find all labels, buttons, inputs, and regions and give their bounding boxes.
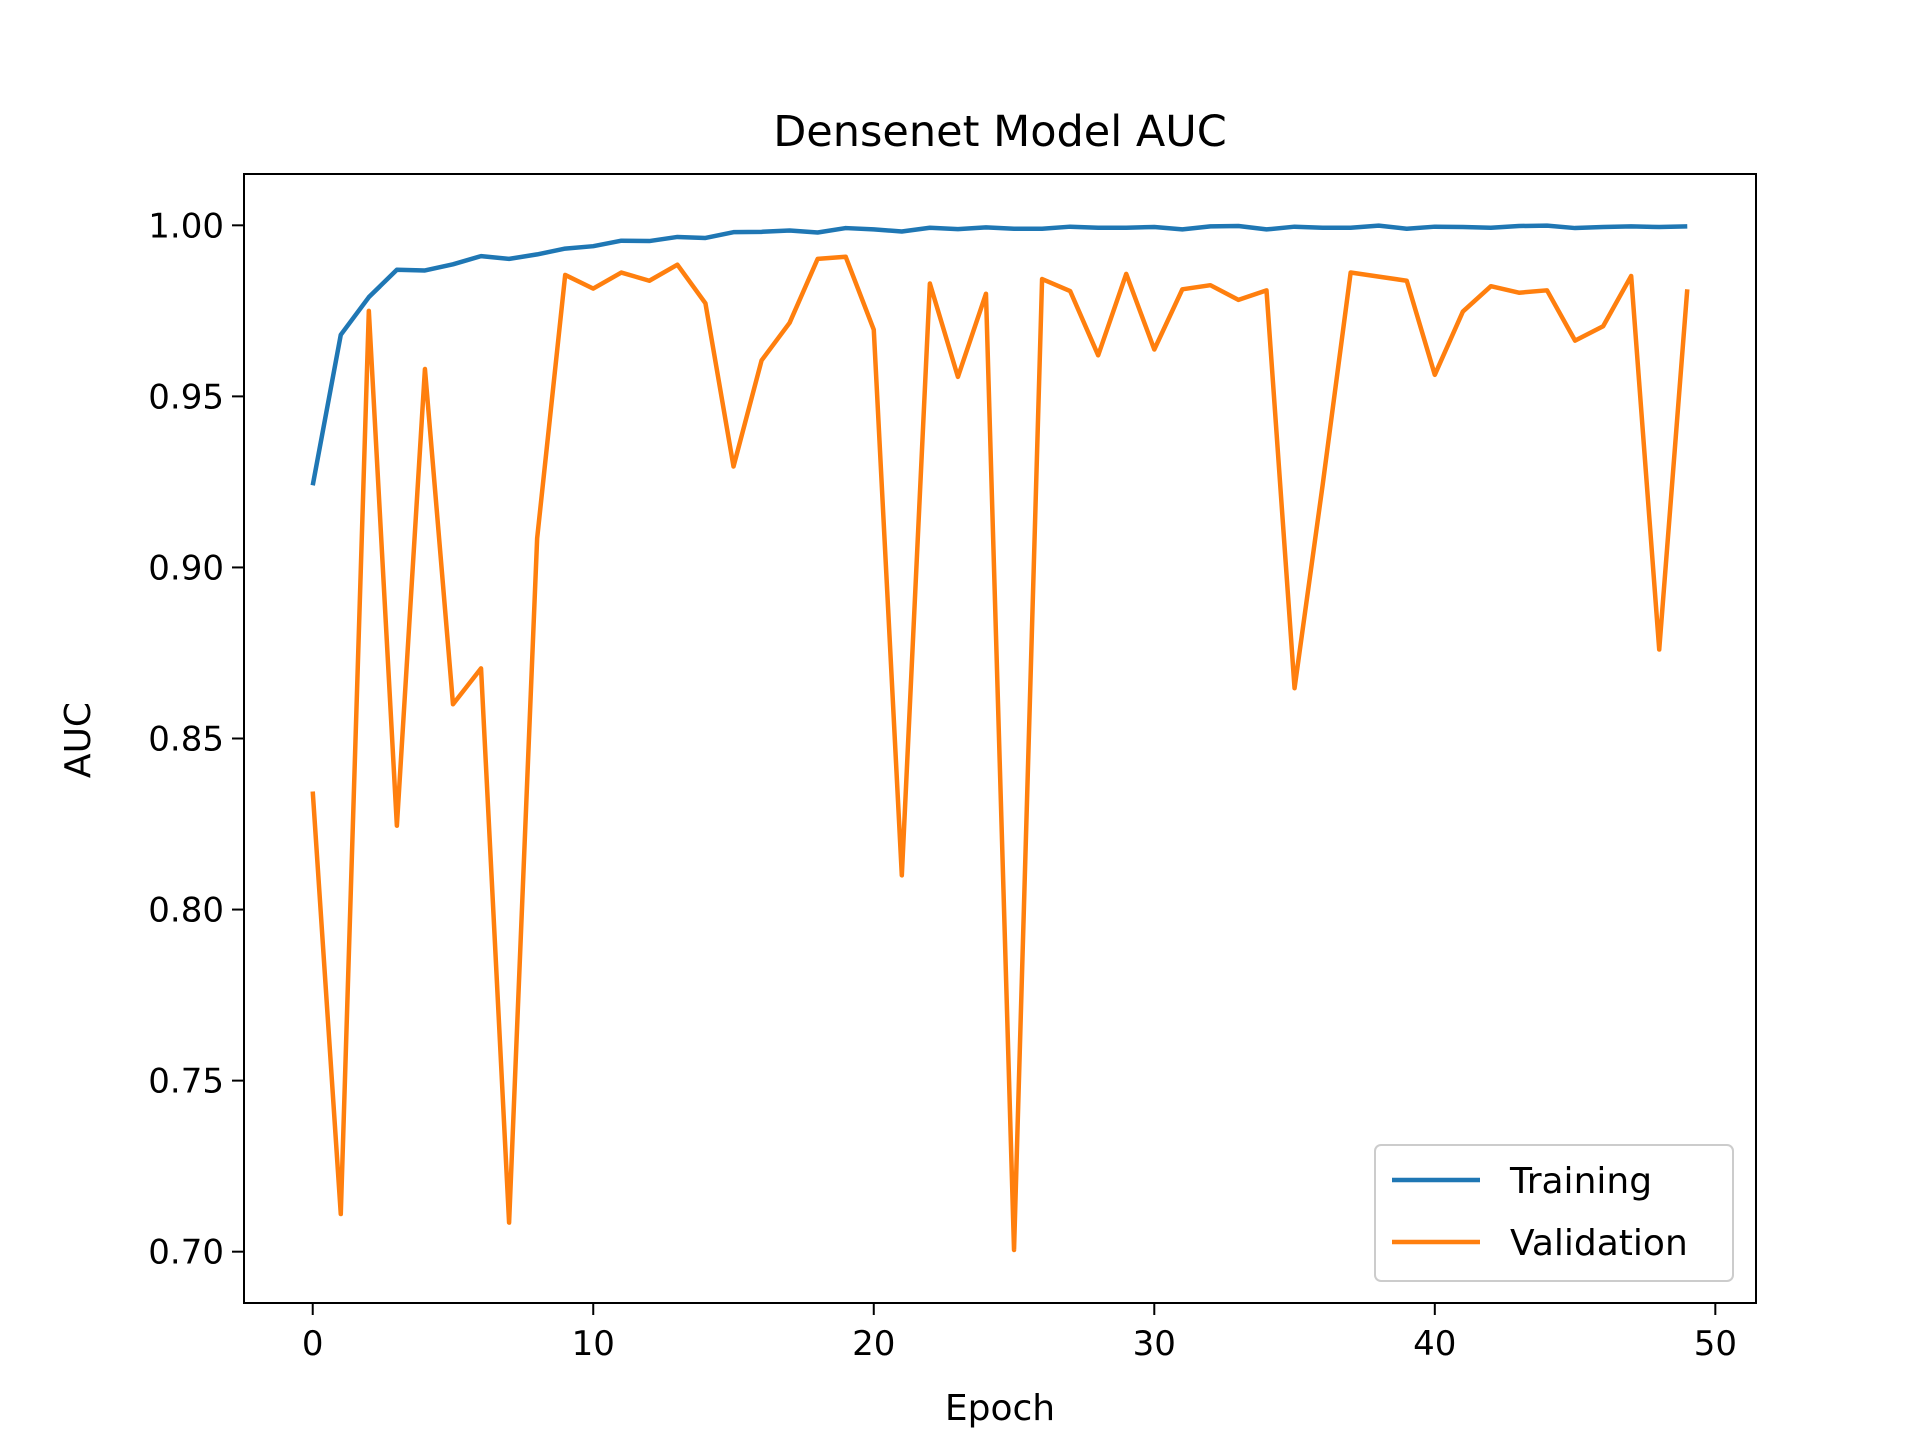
- series-layer: [310, 223, 1690, 1253]
- y-axis-label: AUC: [58, 702, 99, 778]
- x-tick-label: 50: [1694, 1324, 1737, 1364]
- x-tick-label: 30: [1133, 1324, 1176, 1364]
- x-tick-label: 0: [302, 1324, 324, 1364]
- y-axis-ticks: 0.70 0.75 0.80 0.85 0.90 0.95 1.00: [148, 206, 244, 1273]
- chart-title: Densenet Model AUC: [773, 107, 1227, 157]
- y-tick-label: 0.95: [148, 377, 224, 417]
- y-tick-label: 0.85: [148, 720, 224, 760]
- x-tick-label: 40: [1413, 1324, 1456, 1364]
- legend: Training Validation: [1374, 1144, 1734, 1282]
- y-tick-label: 0.90: [148, 548, 224, 588]
- x-tick-label: 10: [572, 1324, 615, 1364]
- series-line-validation: [310, 254, 1690, 1253]
- y-tick-label: 0.75: [148, 1062, 224, 1102]
- x-axis-ticks: 0 10 20 30 40 50: [302, 1303, 1737, 1364]
- legend-label-training: Training: [1509, 1161, 1652, 1202]
- y-tick-label: 0.70: [148, 1233, 224, 1273]
- legend-label-validation: Validation: [1510, 1223, 1688, 1264]
- x-tick-label: 20: [852, 1324, 895, 1364]
- y-tick-label: 1.00: [148, 206, 224, 246]
- series-line-training: [310, 223, 1688, 486]
- x-axis-label: Epoch: [945, 1388, 1055, 1429]
- y-tick-label: 0.80: [148, 891, 224, 931]
